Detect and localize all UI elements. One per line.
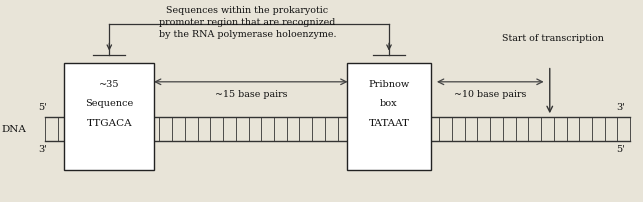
Text: Start of transcription: Start of transcription	[502, 34, 604, 43]
Text: ~35: ~35	[99, 80, 120, 89]
Text: Sequence: Sequence	[85, 99, 134, 107]
Text: 3': 3'	[616, 103, 625, 112]
Bar	[347, 63, 431, 170]
Text: 5': 5'	[616, 145, 625, 155]
Text: ~10 base pairs: ~10 base pairs	[454, 90, 527, 99]
Text: Pribnow: Pribnow	[368, 80, 410, 89]
Text: box: box	[380, 99, 398, 107]
Text: 3': 3'	[38, 145, 47, 155]
Text: TTGACA: TTGACA	[87, 119, 132, 128]
Text: 5': 5'	[38, 103, 47, 112]
Text: ~15 base pairs: ~15 base pairs	[215, 90, 287, 99]
Text: TATAAT: TATAAT	[368, 119, 410, 128]
Text: DNA: DNA	[2, 125, 26, 134]
Bar	[64, 63, 154, 170]
Text: Sequences within the prokaryotic
promoter region that are recognized
by the RNA : Sequences within the prokaryotic promote…	[159, 6, 336, 39]
